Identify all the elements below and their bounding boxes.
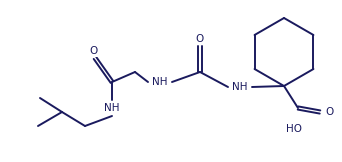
Text: O: O bbox=[325, 107, 333, 117]
Text: NH: NH bbox=[232, 82, 248, 92]
Text: NH: NH bbox=[104, 103, 120, 113]
Text: O: O bbox=[196, 34, 204, 44]
Text: NH: NH bbox=[152, 77, 168, 87]
Text: O: O bbox=[90, 46, 98, 56]
Text: HO: HO bbox=[286, 124, 302, 134]
